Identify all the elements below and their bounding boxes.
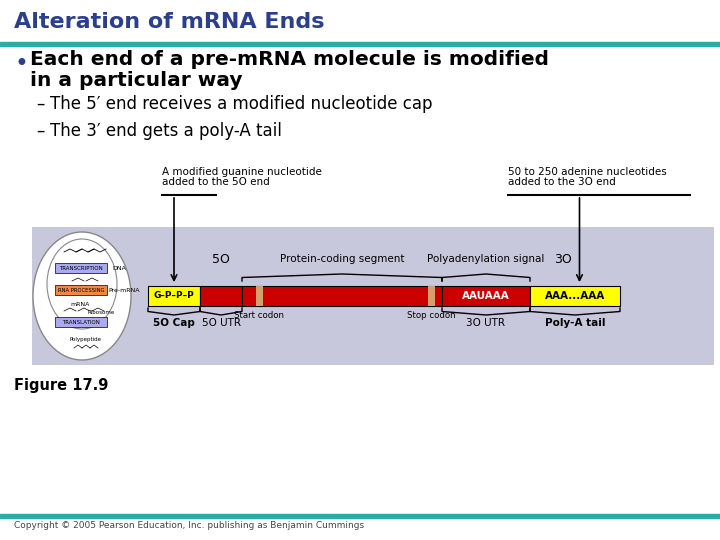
Ellipse shape [33,232,131,360]
Text: –: – [36,122,45,140]
FancyBboxPatch shape [55,317,107,327]
Text: The 5′ end receives a modified nucleotide cap: The 5′ end receives a modified nucleotid… [50,95,433,113]
Text: TRANSCRIPTION: TRANSCRIPTION [59,266,103,271]
Text: –: – [36,95,45,113]
FancyBboxPatch shape [200,286,242,306]
Text: Each end of a pre-mRNA molecule is modified: Each end of a pre-mRNA molecule is modif… [30,50,549,69]
Text: The 3′ end gets a poly-A tail: The 3′ end gets a poly-A tail [50,122,282,140]
Text: 5O: 5O [212,253,230,266]
Text: 50 to 250 adenine nucleotides: 50 to 250 adenine nucleotides [508,167,667,177]
FancyBboxPatch shape [242,286,442,306]
Text: 3O: 3O [554,253,572,266]
FancyBboxPatch shape [55,263,107,273]
Ellipse shape [47,239,117,329]
FancyBboxPatch shape [256,286,263,306]
Text: added to the 5O end: added to the 5O end [162,177,270,187]
FancyBboxPatch shape [32,227,714,365]
FancyBboxPatch shape [148,286,200,306]
Text: Protein-coding segment: Protein-coding segment [280,254,404,264]
FancyBboxPatch shape [530,286,620,306]
Text: 5O Cap: 5O Cap [153,318,195,328]
Text: Figure 17.9: Figure 17.9 [14,378,109,393]
FancyBboxPatch shape [442,286,530,306]
Text: DNA: DNA [112,266,126,271]
Text: Polyadenylation signal: Polyadenylation signal [427,254,545,264]
Text: 3O UTR: 3O UTR [467,318,505,328]
Text: Ribosome: Ribosome [87,309,114,314]
Text: 5O UTR: 5O UTR [202,318,240,328]
Text: G–P–P–P: G–P–P–P [153,292,194,300]
Text: Polypeptide: Polypeptide [70,338,102,342]
Text: A modified guanine nucleotide: A modified guanine nucleotide [162,167,322,177]
Text: RNA PROCESSING: RNA PROCESSING [58,287,104,293]
FancyBboxPatch shape [428,286,435,306]
Text: AAUAAA: AAUAAA [462,291,510,301]
Text: AAA...AAA: AAA...AAA [545,291,605,301]
Text: added to the 3O end: added to the 3O end [508,177,616,187]
Text: Stop codon: Stop codon [407,311,455,320]
Text: Alteration of mRNA Ends: Alteration of mRNA Ends [14,12,325,32]
Text: •: • [14,52,28,76]
Text: Poly-A tail: Poly-A tail [545,318,606,328]
Text: TRANSLATION: TRANSLATION [62,320,100,325]
Text: Start codon: Start codon [234,311,284,320]
Text: in a particular way: in a particular way [30,71,243,90]
FancyBboxPatch shape [55,285,107,295]
Text: mRNA: mRNA [70,301,89,307]
Text: Copyright © 2005 Pearson Education, Inc. publishing as Benjamin Cummings: Copyright © 2005 Pearson Education, Inc.… [14,521,364,530]
Text: Pre-mRNA: Pre-mRNA [108,287,140,293]
